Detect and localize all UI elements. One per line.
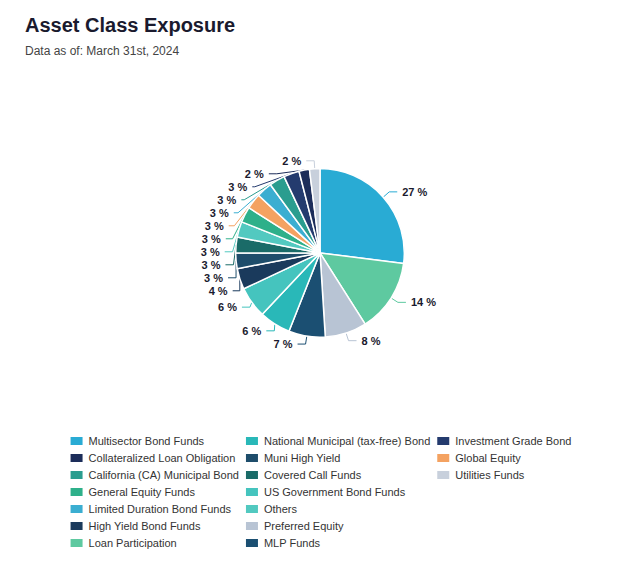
svg-text:6 %: 6 % [218,301,237,313]
svg-text:Asset Class Exposure: Asset Class Exposure [25,14,235,36]
svg-text:Utilities Funds: Utilities Funds [455,469,525,481]
svg-text:3 %: 3 % [204,272,223,284]
svg-text:Data as of: March 31st, 2024: Data as of: March 31st, 2024 [25,44,179,58]
svg-text:Preferred Equity: Preferred Equity [264,520,344,532]
svg-text:Muni High Yield: Muni High Yield [264,452,340,464]
svg-text:4 %: 4 % [209,285,228,297]
svg-text:3 %: 3 % [201,259,220,271]
svg-text:3 %: 3 % [202,233,221,245]
svg-text:High Yield Bond Funds: High Yield Bond Funds [89,520,201,532]
svg-text:3 %: 3 % [228,181,247,193]
svg-text:California (CA) Municipal Bond: California (CA) Municipal Bond [89,469,239,481]
svg-text:Limited Duration Bond Funds: Limited Duration Bond Funds [89,503,232,515]
svg-text:US Government Bond Funds: US Government Bond Funds [264,486,406,498]
svg-text:2 %: 2 % [245,168,264,180]
svg-text:14 %: 14 % [411,296,436,308]
svg-text:27 %: 27 % [402,186,427,198]
svg-text:Covered Call Funds: Covered Call Funds [264,469,362,481]
svg-text:Others: Others [264,503,298,515]
svg-text:Multisector Bond Funds: Multisector Bond Funds [89,435,205,447]
svg-text:7 %: 7 % [274,338,293,350]
svg-text:General Equity Funds: General Equity Funds [89,486,196,498]
svg-text:3 %: 3 % [217,194,236,206]
svg-text:MLP Funds: MLP Funds [264,537,321,549]
svg-text:3 %: 3 % [201,246,220,258]
svg-text:Collateralized Loan Obligation: Collateralized Loan Obligation [89,452,236,464]
svg-text:Investment Grade Bond: Investment Grade Bond [455,435,571,447]
svg-text:Loan Participation: Loan Participation [89,537,177,549]
svg-text:National Municipal (tax-free): National Municipal (tax-free) Bond [264,435,430,447]
svg-text:6 %: 6 % [242,325,261,337]
svg-text:8 %: 8 % [362,335,381,347]
svg-text:Global Equity: Global Equity [455,452,521,464]
svg-text:2 %: 2 % [282,155,301,167]
svg-text:3 %: 3 % [205,220,224,232]
svg-text:3 %: 3 % [210,207,229,219]
